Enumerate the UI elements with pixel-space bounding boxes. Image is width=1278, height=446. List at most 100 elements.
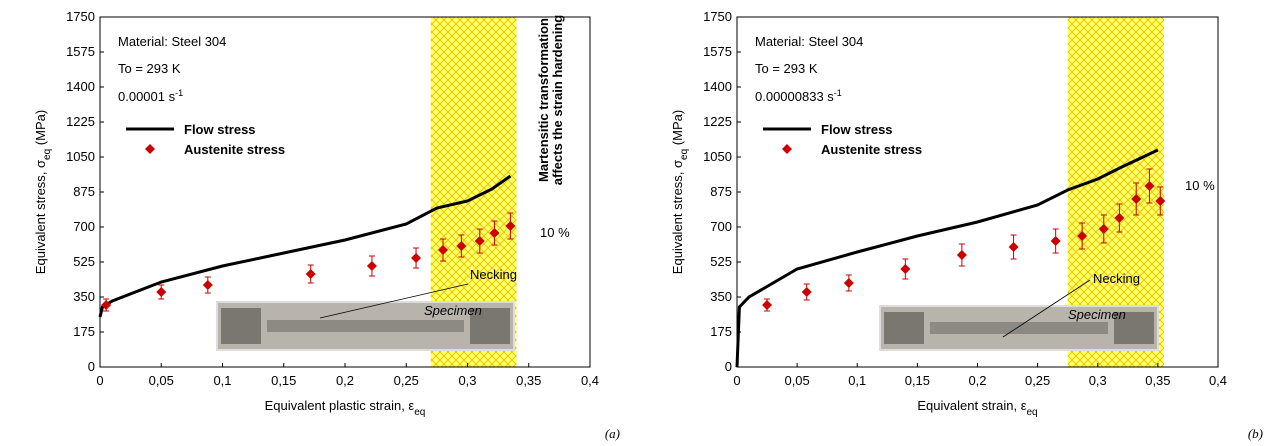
flow-stress-line	[98, 174, 512, 318]
y-tick-label: 1225	[66, 114, 95, 129]
x-tick-label: 0,3	[1089, 373, 1107, 388]
specimen-photo	[216, 301, 515, 351]
austenite-point	[1077, 231, 1088, 241]
austenite-point	[1144, 181, 1155, 191]
specimen-body	[267, 320, 464, 332]
panel-label: (a)	[605, 426, 620, 441]
austenite-point	[1098, 224, 1109, 234]
austenite-point	[900, 264, 911, 274]
x-axis-label-text: Equivalent strain, ε	[917, 398, 1026, 413]
y-tick-label: 875	[710, 184, 732, 199]
panel-label: (b)	[1248, 426, 1263, 441]
legend-box	[122, 117, 317, 161]
austenite-point	[843, 278, 854, 288]
necking-leader	[1002, 279, 1091, 338]
y-axis-label-sub: eq	[42, 149, 53, 160]
specimen-grip	[221, 308, 261, 344]
austenite-point	[305, 269, 316, 279]
legend-box	[759, 117, 954, 161]
x-tick-label: 0,15	[905, 373, 930, 388]
austenite-point	[956, 250, 967, 260]
y-tick-label: 525	[710, 254, 732, 269]
austenite-point	[474, 236, 485, 246]
austenite-point	[411, 253, 422, 263]
x-tick-label: 0,35	[516, 373, 541, 388]
necking-label: Necking	[470, 267, 517, 282]
y-axis-label-text: (MPa)	[670, 110, 685, 149]
austenite-point	[202, 280, 213, 290]
y-tick-label: 525	[73, 254, 95, 269]
x-axis-label: Equivalent plastic strain, εeq	[265, 398, 426, 418]
note: affects the strain hardening	[550, 15, 565, 186]
legend-label: Flow stress	[184, 122, 256, 137]
y-tick-label: 875	[73, 184, 95, 199]
y-tick-label: 175	[73, 324, 95, 339]
percent-label: 10 %	[540, 225, 570, 240]
strain-rate: 0.00001 s-1	[118, 88, 183, 104]
x-tick-label: 0,05	[784, 373, 809, 388]
y-tick-label: 350	[710, 289, 732, 304]
specimen-grip	[470, 308, 510, 344]
necking-label: Necking	[1093, 271, 1140, 286]
x-tick-label: 0,35	[1145, 373, 1170, 388]
temperature: To = 293 K	[755, 61, 818, 76]
x-tick-label: 0,15	[271, 373, 296, 388]
strain-rate-sup: -1	[834, 88, 842, 98]
austenite-point	[101, 300, 112, 310]
x-axis-label: Equivalent strain, εeq	[917, 398, 1037, 418]
y-tick-label: 1750	[703, 9, 732, 24]
austenite-point	[456, 241, 467, 251]
austenite-point	[1008, 242, 1019, 252]
x-tick-label: 0,2	[968, 373, 986, 388]
x-axis-label-text: Equivalent plastic strain, ε	[265, 398, 415, 413]
y-tick-label: 1400	[66, 79, 95, 94]
x-tick-label: 0,1	[848, 373, 866, 388]
y-tick-label: 1400	[703, 79, 732, 94]
austenite-point	[1050, 236, 1061, 246]
austenite-point	[1155, 196, 1166, 206]
y-axis-label-text: Equivalent stress, σ	[33, 160, 48, 274]
specimen-grip	[1114, 312, 1154, 344]
legend-swatch	[145, 144, 155, 154]
strain-rate-text: 0.00000833 s	[755, 89, 834, 104]
specimen-grip	[884, 312, 924, 344]
legend-label: Austenite stress	[184, 142, 285, 157]
x-tick-label: 0,2	[336, 373, 354, 388]
x-tick-label: 0,4	[581, 373, 599, 388]
y-tick-label: 350	[73, 289, 95, 304]
austenite-point	[489, 228, 500, 238]
y-axis-label-text: (MPa)	[33, 110, 48, 149]
legend-label: Flow stress	[821, 122, 893, 137]
x-axis-label-sub: eq	[414, 407, 425, 418]
flow-stress-line	[735, 148, 1159, 368]
y-tick-label: 1050	[703, 149, 732, 164]
specimen-label: Specimen	[424, 303, 482, 318]
y-tick-label: 175	[710, 324, 732, 339]
austenite-point	[156, 287, 167, 297]
y-tick-label: 1050	[66, 149, 95, 164]
y-tick-label: 0	[725, 359, 732, 374]
x-tick-label: 0,3	[458, 373, 476, 388]
x-tick-label: 0,1	[213, 373, 231, 388]
austenite-point	[1131, 194, 1142, 204]
x-axis-label-sub: eq	[1027, 407, 1038, 418]
austenite-point	[505, 221, 516, 231]
austenite-point	[762, 300, 773, 310]
y-tick-label: 700	[710, 219, 732, 234]
y-axis-label: Equivalent stress, σeq (MPa)	[670, 110, 690, 274]
chart: Specimen Necking 0 175 350 525 700 875 1050 1225 1…	[33, 9, 620, 441]
x-tick-label: 0,4	[1209, 373, 1227, 388]
specimen-body	[930, 322, 1108, 334]
y-tick-label: 700	[73, 219, 95, 234]
austenite-point	[1114, 213, 1125, 223]
y-tick-label: 1575	[703, 44, 732, 59]
material: Material: Steel 304	[755, 34, 863, 49]
x-tick-label: 0,25	[394, 373, 419, 388]
y-tick-label: 1225	[703, 114, 732, 129]
y-tick-label: 1750	[66, 9, 95, 24]
legend-swatch	[782, 144, 792, 154]
necking-leader	[319, 283, 469, 319]
temperature: To = 293 K	[118, 61, 181, 76]
austenite-point	[366, 261, 377, 271]
